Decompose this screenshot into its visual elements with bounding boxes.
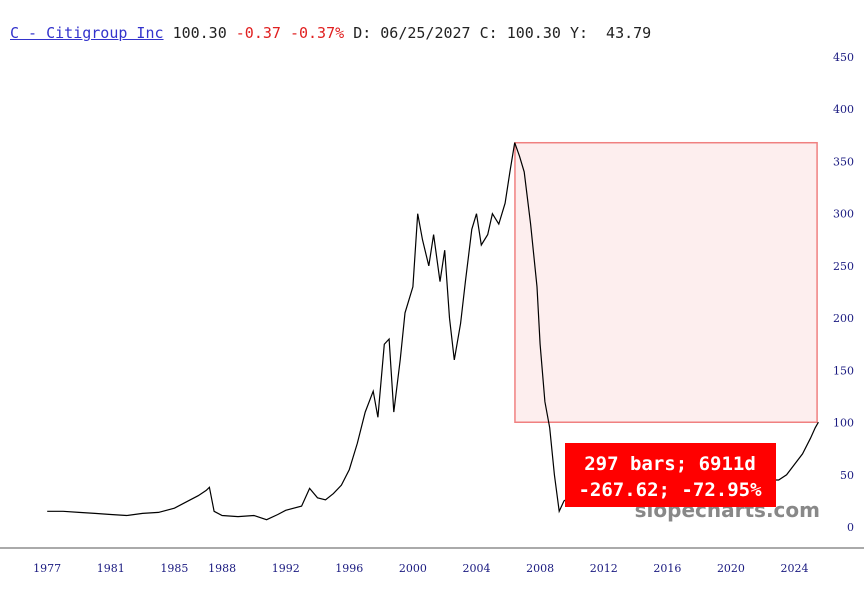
measurement-label-line2: -267.62; -72.95% [578, 479, 762, 501]
y-tick-label: 250 [833, 260, 854, 273]
y-tick-label: 200 [833, 312, 854, 325]
last-price: 100.30 [172, 24, 227, 42]
x-tick-label: 1985 [160, 562, 188, 575]
y-tick-label: 400 [833, 103, 854, 116]
price-change: -0.37 [235, 24, 281, 42]
ticker-link[interactable]: C - Citigroup Inc [10, 24, 164, 42]
price-change-percent: -0.37% [289, 24, 345, 42]
x-tick-label: 2008 [526, 562, 554, 575]
measurement-layer [514, 141, 818, 423]
x-tick-label: 2004 [463, 562, 491, 575]
measurement-box [514, 141, 818, 423]
x-axis: 1977 1981 1985 1988 1992 1996 2000 2004 2008 2012… [0, 547, 864, 575]
y-tick-label: 300 [833, 208, 854, 221]
y-tick-label: 450 [833, 51, 854, 64]
x-tick-label: 2024 [781, 562, 809, 575]
x-tick-label: 1992 [272, 562, 300, 575]
close-readout: C: 100.30 [479, 24, 561, 42]
x-tick-label: 1996 [335, 562, 363, 575]
measurement-label: 297 bars; 6911d -267.62; -72.95% [565, 443, 776, 507]
x-tick-label: 2000 [399, 562, 427, 575]
y-readout: Y: 43.79 [569, 24, 652, 42]
date-readout: D: 06/25/2027 [353, 24, 471, 42]
y-tick-label: 0 [847, 521, 854, 534]
y-tick-label: 150 [833, 364, 854, 377]
x-tick-label: 1977 [33, 562, 61, 575]
measurement-label-line1: 297 bars; 6911d [584, 453, 756, 475]
y-tick-label: 350 [833, 155, 854, 168]
y-tick-label: 100 [833, 417, 854, 430]
measurement-label-background [565, 443, 776, 507]
chart-header: C - Citigroup Inc 100.30 -0.37 -0.37% D:… [10, 24, 651, 42]
y-tick-label: 50 [840, 469, 854, 482]
x-tick-label: 1988 [208, 562, 236, 575]
x-tick-label: 2020 [717, 562, 745, 575]
y-axis: 0 50 100 150 200 250 300 350 400 450 [833, 51, 854, 534]
x-tick-label: 1981 [97, 562, 125, 575]
x-tick-label: 2012 [590, 562, 618, 575]
x-tick-label: 2016 [653, 562, 681, 575]
